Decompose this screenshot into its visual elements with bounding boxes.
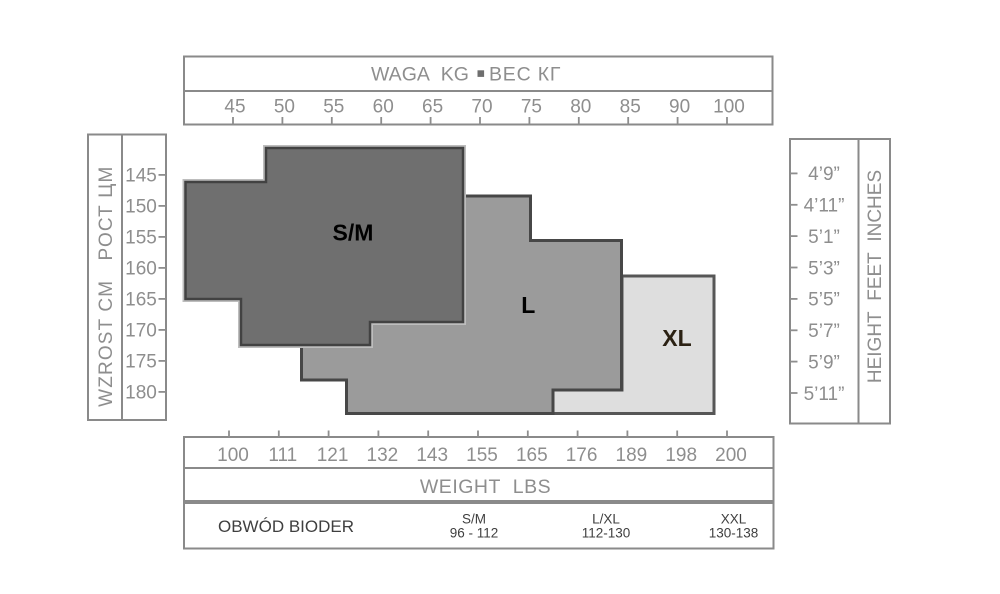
- svg-text:4’11”: 4’11”: [804, 196, 845, 217]
- svg-text:155: 155: [466, 445, 498, 466]
- svg-text:60: 60: [373, 97, 394, 118]
- svg-text:OBWÓD BIODER: OBWÓD BIODER: [218, 517, 354, 536]
- svg-text:121: 121: [317, 445, 349, 466]
- svg-text:45: 45: [224, 97, 245, 118]
- svg-text:5’5”: 5’5”: [808, 290, 840, 311]
- svg-text:75: 75: [521, 97, 542, 118]
- svg-text:ВЕС КГ: ВЕС КГ: [489, 64, 561, 86]
- svg-text:198: 198: [665, 445, 697, 466]
- svg-text:50: 50: [274, 97, 295, 118]
- svg-text:65: 65: [422, 97, 443, 118]
- svg-text:100: 100: [713, 97, 745, 118]
- svg-text:100: 100: [217, 445, 249, 466]
- svg-text:111: 111: [268, 445, 297, 466]
- svg-text:90: 90: [669, 97, 690, 118]
- svg-text:5’3”: 5’3”: [808, 258, 840, 279]
- svg-text:S/M: S/M: [462, 512, 486, 527]
- svg-text:150: 150: [125, 197, 157, 218]
- svg-text:170: 170: [125, 321, 157, 342]
- svg-text:L: L: [521, 292, 535, 318]
- svg-text:200: 200: [715, 445, 747, 466]
- svg-text:WAGA KG: WAGA KG: [371, 64, 469, 86]
- svg-text:180: 180: [125, 383, 157, 404]
- svg-text:85: 85: [620, 97, 641, 118]
- svg-text:145: 145: [125, 166, 157, 187]
- svg-text:189: 189: [616, 445, 648, 466]
- svg-text:HEIGHT FEET INCHES: HEIGHT FEET INCHES: [865, 170, 886, 383]
- svg-text:5’1”: 5’1”: [808, 227, 840, 248]
- svg-text:143: 143: [416, 445, 448, 466]
- svg-text:165: 165: [516, 445, 548, 466]
- svg-text:55: 55: [323, 97, 344, 118]
- svg-text:96 - 112: 96 - 112: [450, 526, 499, 541]
- svg-text:S/M: S/M: [333, 220, 374, 246]
- svg-text:WZROST CM РОСТ ЦМ: WZROST CM РОСТ ЦМ: [96, 166, 117, 407]
- svg-text:132: 132: [367, 445, 399, 466]
- svg-text:4’9”: 4’9”: [808, 164, 840, 185]
- svg-text:70: 70: [471, 97, 492, 118]
- svg-text:112-130: 112-130: [582, 526, 631, 541]
- svg-text:165: 165: [125, 290, 157, 311]
- svg-text:L/XL: L/XL: [592, 512, 620, 527]
- svg-text:XXL: XXL: [721, 512, 747, 527]
- svg-text:130-138: 130-138: [709, 526, 759, 541]
- svg-text:5’9”: 5’9”: [808, 352, 840, 373]
- svg-text:80: 80: [570, 97, 591, 118]
- svg-text:XL: XL: [662, 325, 691, 351]
- svg-text:WEIGHT LBS: WEIGHT LBS: [420, 476, 551, 498]
- svg-text:155: 155: [125, 228, 157, 249]
- svg-text:175: 175: [125, 352, 157, 373]
- svg-text:160: 160: [125, 259, 157, 280]
- svg-text:5’11”: 5’11”: [804, 384, 845, 405]
- svg-text:5’7”: 5’7”: [808, 321, 840, 342]
- svg-text:176: 176: [566, 445, 598, 466]
